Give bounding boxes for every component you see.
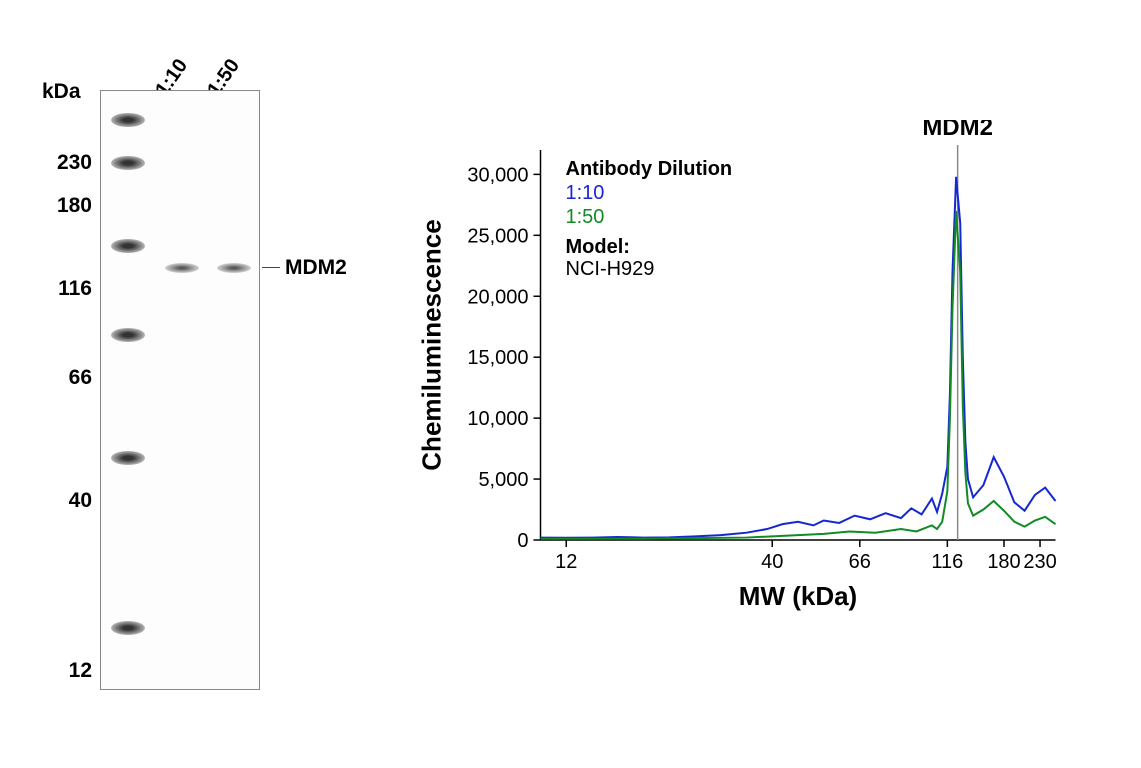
svg-text:12: 12 [555,551,577,573]
svg-text:66: 66 [849,551,871,573]
svg-text:Chemiluminescence: Chemiluminescence [417,219,447,470]
svg-text:40: 40 [761,551,783,573]
svg-text:180: 180 [987,551,1020,573]
marker-band [111,113,145,127]
chart-svg: 0 5,000 10,000 15,000 20,000 25,000 30,000 Chem… [410,120,1111,680]
svg-text:15,000: 15,000 [467,347,528,369]
chart-panel: 0 5,000 10,000 15,000 20,000 25,000 30,000 Chem… [410,120,1111,680]
sample-lane-1 [157,91,207,689]
figure-container: kDa 230180116664012 1:101:50 MDM2 05,000… [0,0,1141,768]
svg-text:MDM2: MDM2 [922,120,993,141]
kda-header: kDa [42,80,81,104]
marker-label-66: 66 [69,366,92,390]
marker-lane [103,91,153,689]
svg-text:20,000: 20,000 [467,286,528,308]
marker-band [111,621,145,635]
svg-text:1:50: 1:50 [566,206,605,228]
svg-text:Antibody Dilution: Antibody Dilution [566,158,733,180]
marker-label-180: 180 [57,194,92,218]
blot-panel: kDa 230180116664012 1:101:50 MDM2 [30,40,350,700]
svg-text:Model:: Model: [566,236,630,258]
marker-label-116: 116 [58,277,92,301]
marker-label-230: 230 [57,151,92,175]
marker-label-12: 12 [69,659,92,683]
series-1:10 [541,177,1056,538]
blot-image [100,90,260,690]
svg-text:230: 230 [1023,551,1056,573]
marker-band [111,451,145,465]
marker-band [111,328,145,342]
svg-text:5,000: 5,000 [478,469,528,491]
svg-text:10,000: 10,000 [467,408,528,430]
band-label: MDM2 [285,256,347,280]
svg-text:MW (kDa): MW (kDa) [739,581,857,611]
svg-text:116: 116 [931,551,963,573]
marker-band [111,156,145,170]
svg-text:25,000: 25,000 [467,225,528,247]
svg-text:0: 0 [517,530,528,552]
band-tick [262,267,280,268]
svg-text:NCI-H929: NCI-H929 [566,258,655,280]
marker-label-40: 40 [69,489,92,513]
svg-text:1:10: 1:10 [566,182,605,204]
marker-band [111,239,145,253]
sample-lane-2 [209,91,259,689]
svg-text:30,000: 30,000 [467,164,528,186]
